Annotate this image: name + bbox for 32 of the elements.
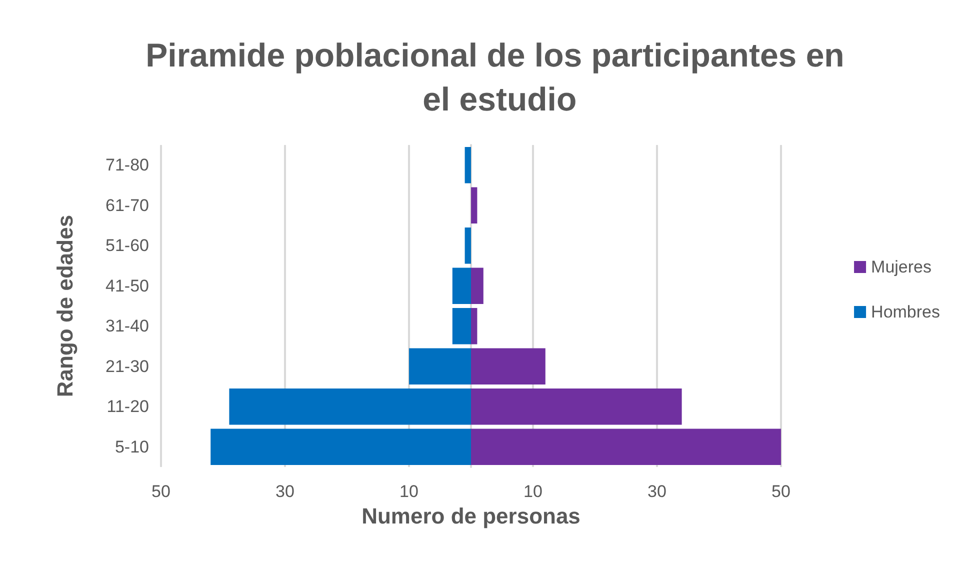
bar <box>452 268 471 304</box>
legend-label: Hombres <box>871 302 940 322</box>
y-tick-label: 71-80 <box>106 156 149 175</box>
y-tick-label: 31-40 <box>106 316 149 336</box>
x-tick-label: 10 <box>400 482 418 501</box>
bar <box>464 228 471 264</box>
y-tick-label: 51-60 <box>106 236 149 256</box>
bar <box>471 268 484 304</box>
x-tick-label: 50 <box>152 482 170 501</box>
bar <box>452 308 471 344</box>
bar <box>471 428 781 465</box>
x-tick-label: 30 <box>276 482 294 501</box>
y-tick-label: 21-30 <box>106 356 149 376</box>
bar <box>229 388 471 425</box>
y-tick-label: 41-50 <box>106 276 149 296</box>
bar <box>471 187 478 224</box>
bar <box>471 308 478 344</box>
chart-title: Piramide poblacional de los participantes en el estudio <box>146 36 844 118</box>
bar <box>464 147 471 184</box>
bar <box>210 428 471 465</box>
bar <box>471 348 546 384</box>
x-tick-label: 50 <box>772 482 790 501</box>
y-tick-label: 61-70 <box>106 196 149 215</box>
y-axis-title: Rango de edades <box>52 214 78 398</box>
x-tick-label: 30 <box>648 482 666 501</box>
x-axis-title: Numero de personas <box>362 504 580 528</box>
bar <box>409 348 471 384</box>
x-tick-label: 10 <box>524 482 542 501</box>
y-tick-label: 11-20 <box>106 397 149 416</box>
legend-label: Mujeres <box>871 258 932 276</box>
bar <box>471 388 682 425</box>
y-tick-label: 5-10 <box>114 437 149 456</box>
